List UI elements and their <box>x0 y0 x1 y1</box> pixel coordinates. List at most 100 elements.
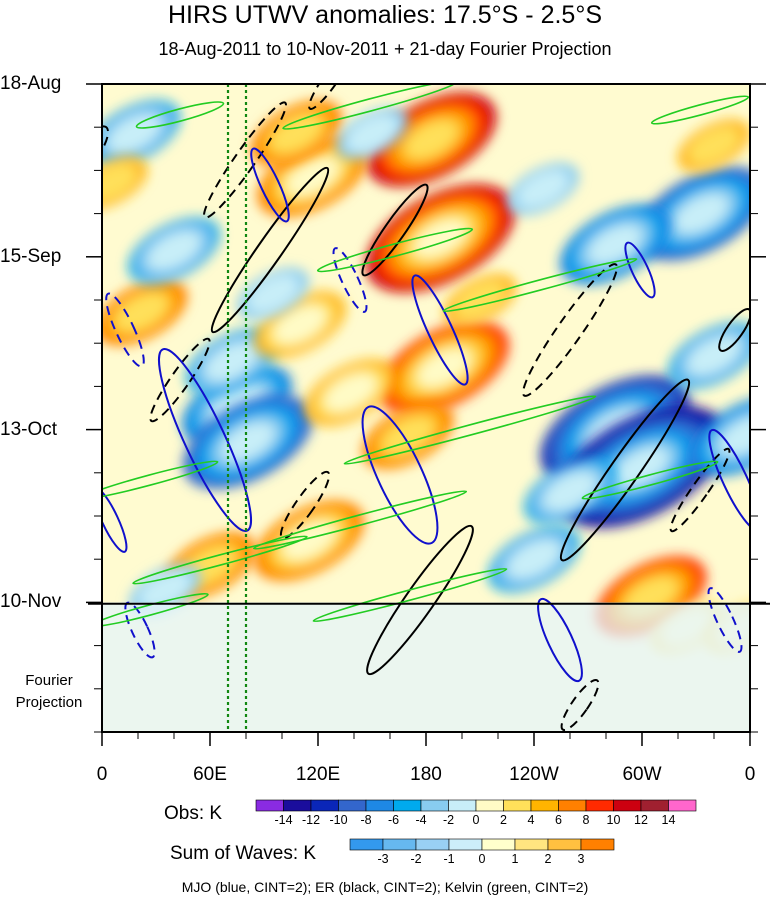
chart-subtitle: 18-Aug-2011 to 10-Nov-2011 + 21-day Four… <box>158 39 612 59</box>
anomaly-blob <box>102 279 188 346</box>
anomaly-contour <box>405 120 458 159</box>
er-contour <box>361 183 429 277</box>
colorbar-swatch <box>310 799 339 812</box>
y-tick-label: 18-Aug <box>0 73 62 94</box>
anomaly-blob <box>183 395 313 489</box>
mjo-contour <box>332 247 368 313</box>
anomaly-blob <box>186 328 278 395</box>
colorbar-swatch <box>283 799 312 812</box>
anomaly-contour <box>221 422 274 461</box>
colorbar-swatch <box>668 799 697 812</box>
colorbar-label: -6 <box>387 813 400 827</box>
colorbar-swatch <box>580 838 615 851</box>
anomaly-blob <box>444 274 516 326</box>
kelvin-contour <box>343 395 597 465</box>
anomaly-contour <box>543 472 597 511</box>
colorbar-swatch <box>415 838 450 851</box>
anomaly-blob <box>254 291 346 358</box>
colorbar-label: 8 <box>582 813 590 827</box>
anomaly-contour <box>687 126 741 165</box>
anomaly-blob <box>102 156 147 209</box>
anomaly-blob <box>128 217 220 284</box>
colorbar-swatch <box>503 799 532 812</box>
kelvin-contour <box>316 227 474 273</box>
anomaly-contour <box>453 281 507 319</box>
er-contour <box>210 166 330 334</box>
colorbar-swatch <box>448 799 477 812</box>
anomaly-blob <box>636 166 750 261</box>
anomaly-blob <box>250 100 342 167</box>
kelvin-contour <box>135 101 225 129</box>
anomaly-blob <box>379 321 509 415</box>
chart-title: HIRS UTWV anomalies: 17.5°S - 2.5°S <box>167 1 603 29</box>
anomaly-contour <box>687 336 741 375</box>
x-tick-label: 60W <box>622 764 662 785</box>
colorbar-label: 1 <box>511 852 519 866</box>
er-contour <box>366 524 474 676</box>
anomaly-contour <box>147 231 201 270</box>
anomaly-blob <box>102 100 180 167</box>
colorbar-label: -4 <box>415 813 427 827</box>
er-contour <box>279 470 331 540</box>
obs-colorbar <box>255 799 697 812</box>
x-tick-label: 120E <box>295 764 341 785</box>
colorbar-swatch <box>585 799 614 812</box>
colorbar-label: 6 <box>555 813 562 827</box>
colorbar-swatch <box>338 799 367 812</box>
er-contour <box>149 337 211 423</box>
er-contour <box>669 447 731 533</box>
mjo-contour <box>537 597 583 683</box>
anomaly-blob <box>362 402 454 469</box>
kelvin-contour <box>650 95 750 125</box>
colorbar-label: -14 <box>274 813 293 827</box>
reference-lines <box>226 84 248 732</box>
projection-wash <box>102 602 750 732</box>
mjo-contour <box>158 347 252 533</box>
kelvin-contour <box>132 535 308 585</box>
colorbar-swatch <box>475 799 504 812</box>
y-tick-label: 15-Sep <box>0 245 62 267</box>
x-tick-label: 60E <box>193 764 227 785</box>
colorbar-label: -1 <box>443 852 455 866</box>
colorbar-swatch <box>530 799 559 812</box>
colorbar-swatch <box>514 838 549 851</box>
anomaly-contour <box>507 540 561 579</box>
mjo-contour <box>250 147 290 223</box>
anomaly-blob <box>304 359 396 426</box>
anomaly-contour <box>516 169 570 208</box>
anomaly-blob <box>668 322 750 389</box>
anomaly-contour <box>675 194 728 233</box>
obs-colorbar-title: Obs: K <box>164 803 223 824</box>
colorbar-label: 0 <box>472 813 480 827</box>
colorbar-swatch <box>613 799 642 812</box>
anomaly-contour <box>102 163 138 202</box>
kelvin-contour <box>581 460 719 500</box>
mjo-contour <box>105 292 145 368</box>
y-tick-label: 13-Oct <box>0 418 58 440</box>
colorbar-swatch <box>481 838 516 851</box>
er-contour <box>4 1 65 79</box>
er-contour <box>102 125 110 175</box>
fourier-projection-label: Fourier Projection <box>15 672 83 711</box>
anomaly-contour <box>205 342 258 381</box>
colorbar-label: -12 <box>301 813 321 827</box>
colorbar-label: -3 <box>377 852 389 866</box>
colorbar-label: 2 <box>500 813 507 827</box>
anomaly-contour <box>115 293 168 332</box>
colorbar-label: -8 <box>360 813 372 827</box>
mjo-contour <box>411 274 469 386</box>
anomaly-contour <box>273 305 327 344</box>
anomaly-contour <box>270 114 323 153</box>
y-tick-label: 10-Nov <box>0 591 62 613</box>
colorbar-label: 12 <box>634 813 648 827</box>
colorbar-swatch <box>382 838 417 851</box>
anomaly-blob <box>366 184 515 293</box>
colorbar-swatch <box>547 838 582 851</box>
colorbar-swatch <box>393 799 422 812</box>
anomaly-contour <box>417 348 471 387</box>
wave-legend-footer: MJO (blue, CINT=2); ER (black, CINT=2); … <box>181 879 589 895</box>
sum-of-waves-colorbar <box>349 838 615 851</box>
colorbar-label: 2 <box>544 852 552 866</box>
anomaly-blob <box>524 458 616 525</box>
